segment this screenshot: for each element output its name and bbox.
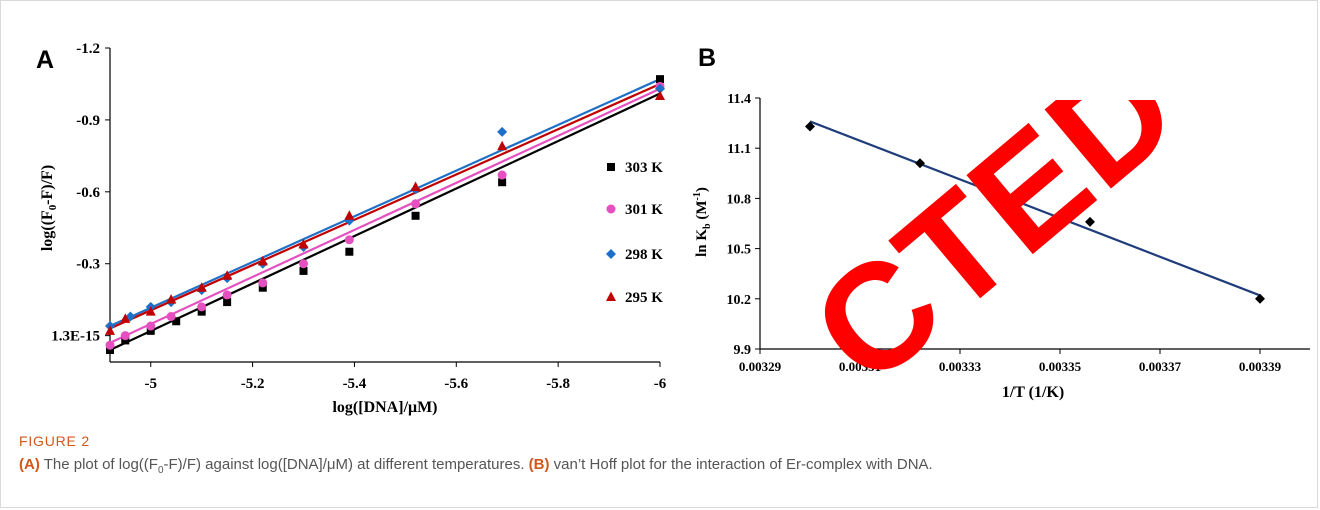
panel-b-y-tick-label: 11.4 <box>727 92 751 107</box>
panel-a-legend-label: 303 K <box>625 160 663 176</box>
panel-b-fit-line <box>810 121 1260 295</box>
caption-a-tag: (A) <box>19 456 40 473</box>
panel-a-legend-marker <box>607 205 616 214</box>
panel-a-x-tick-label: -6 <box>654 376 667 392</box>
panel-a-data-point <box>106 341 115 350</box>
panel-a-data-point <box>167 312 176 321</box>
panel-a-legend-marker <box>606 249 616 259</box>
panel-a-letter: A <box>36 46 54 74</box>
panel-a-x-tick-label: -5.6 <box>444 376 468 392</box>
panel-b-x-tick-label: 0.00339 <box>1239 359 1282 374</box>
panel-b-x-label: 1/T (1/K) <box>1002 384 1064 401</box>
panel-a-data-point <box>412 212 420 220</box>
panel-a-data-point <box>299 259 308 268</box>
panel-a-y-tick-label: -0.9 <box>76 113 100 129</box>
panel-b-x-tick-label: 0.00331 <box>839 359 881 374</box>
panel-a-data-point <box>344 210 354 220</box>
panel-a-data-point <box>258 256 268 266</box>
panel-b-y-tick-label: 10.2 <box>727 293 752 308</box>
panel-a-data-point <box>197 302 206 311</box>
panel-a-data-point <box>497 141 507 151</box>
panel-b-y-tick-label: 9.9 <box>734 343 752 358</box>
panel-b-x-tick-label: 0.00335 <box>1039 359 1082 374</box>
panel-b-data-point <box>1085 217 1095 227</box>
panel-b-data-point <box>1255 294 1265 304</box>
panel-b-data-point <box>915 158 925 168</box>
figure-caption-label: FIGURE 2 <box>19 433 90 449</box>
panel-a-legend-label: 295 K <box>625 290 663 306</box>
caption-b-tag: (B) <box>529 456 550 473</box>
panel-b-y-tick-label: 10.8 <box>727 192 752 207</box>
panel-a-chart: 1.3E-15 -0.3 -0.6 -0.9 -1.2 -5 -5.2 -5.4 -5.6 -5… <box>39 41 667 416</box>
figure-caption: (A) The plot of log((F0-F)/F) against lo… <box>19 456 1309 476</box>
panel-a-fit-line <box>110 94 660 350</box>
panel-a-data-point <box>345 235 354 244</box>
panel-a-fit-line <box>110 89 660 343</box>
panel-a-data-point <box>497 127 507 137</box>
panel-a-data-point <box>121 331 130 340</box>
panel-a-data-point <box>223 290 232 299</box>
panel-a-y-tick-label: -0.6 <box>76 185 100 201</box>
caption-a-text2: -F)/F) against log([DNA]/μM) at differen… <box>164 456 529 473</box>
panel-a-x-label: log([DNA]/μM) <box>332 399 437 416</box>
panel-b-chart: 9.9 10.2 10.5 10.8 11.1 11.4 0.00329 0.00331 0.… <box>692 92 1310 401</box>
panel-a-data-point <box>146 322 155 331</box>
caption-b-text: van’t Hoff plot for the interaction of E… <box>550 456 933 473</box>
panel-a-data-point <box>411 199 420 208</box>
panel-a-fit-line <box>110 79 660 326</box>
panel-b-x-tick-label: 0.00337 <box>1139 359 1182 374</box>
panel-a-data-point <box>345 248 353 256</box>
panel-a-legend-label: 298 K <box>625 247 663 263</box>
panel-b-y-tick-label: 11.1 <box>727 142 751 157</box>
panel-a-x-tick-label: -5.8 <box>546 376 570 392</box>
panel-a-data-point <box>258 278 267 287</box>
panel-b-x-tick-label: 0.00329 <box>739 359 782 374</box>
panel-a-y-tick-label: 1.3E-15 <box>51 329 100 345</box>
panel-b-y-tick-label: 10.5 <box>727 243 752 258</box>
panel-a-x-tick-label: -5.2 <box>241 376 265 392</box>
panel-b-letter: B <box>698 44 716 72</box>
panel-a-y-label: log((F0-F)/F) <box>39 165 59 251</box>
panel-a-y-tick-label: -0.3 <box>76 257 100 273</box>
panel-a-legend-label: 301 K <box>625 202 663 218</box>
panel-b-y-label: ln Kb (M-1) <box>692 187 713 257</box>
panel-a-y-tick-label: -1.2 <box>76 41 100 57</box>
panel-a-data-point <box>498 171 507 180</box>
panel-a-legend-marker <box>606 292 616 302</box>
caption-a-text: The plot of log((F <box>40 456 158 473</box>
panel-a-x-tick-label: -5 <box>144 376 157 392</box>
panel-b-x-tick-label: 0.00333 <box>939 359 982 374</box>
panel-a-legend-marker <box>607 163 615 171</box>
panel-a-x-tick-label: -5.4 <box>343 376 367 392</box>
panel-a-fit-line <box>110 84 660 328</box>
